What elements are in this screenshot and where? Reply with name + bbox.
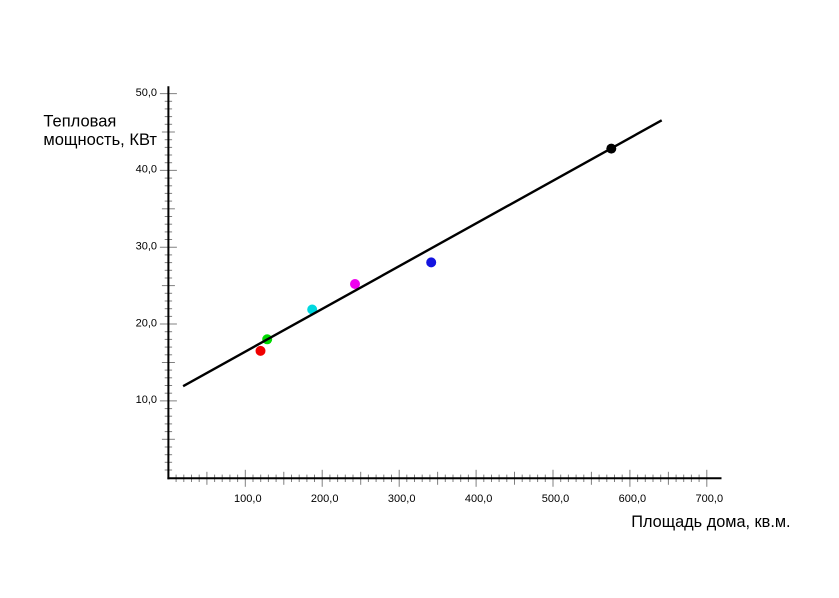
svg-text:100,0: 100,0 bbox=[234, 493, 262, 505]
svg-text:Площадь дома, кв.м.: Площадь дома, кв.м. bbox=[631, 513, 790, 531]
svg-text:20,0: 20,0 bbox=[136, 317, 157, 329]
svg-text:400,0: 400,0 bbox=[465, 493, 493, 505]
svg-text:700,0: 700,0 bbox=[696, 493, 724, 505]
svg-text:40,0: 40,0 bbox=[136, 164, 157, 176]
svg-text:10,0: 10,0 bbox=[136, 394, 157, 406]
svg-text:30,0: 30,0 bbox=[136, 241, 157, 253]
svg-text:200,0: 200,0 bbox=[311, 493, 339, 505]
svg-text:Тепловая: Тепловая bbox=[43, 112, 116, 130]
svg-text:300,0: 300,0 bbox=[388, 493, 416, 505]
svg-text:600,0: 600,0 bbox=[619, 493, 647, 505]
svg-text:50,0: 50,0 bbox=[136, 87, 157, 99]
svg-text:500,0: 500,0 bbox=[542, 493, 570, 505]
svg-text:мощность, КВт: мощность, КВт bbox=[43, 131, 157, 149]
